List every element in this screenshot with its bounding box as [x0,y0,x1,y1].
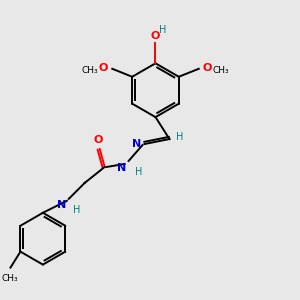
Text: CH₃: CH₃ [1,274,18,283]
Text: O: O [203,63,212,73]
Text: H: H [176,132,184,142]
Text: CH₃: CH₃ [213,66,229,75]
Text: O: O [93,135,102,145]
Text: CH₃: CH₃ [82,66,98,75]
Text: H: H [135,167,142,177]
Text: N: N [117,163,127,173]
Text: N: N [132,139,142,149]
Text: H: H [73,205,80,215]
Text: N: N [57,200,66,210]
Text: O: O [99,63,108,73]
Text: H: H [159,26,166,35]
Text: O: O [151,32,160,41]
